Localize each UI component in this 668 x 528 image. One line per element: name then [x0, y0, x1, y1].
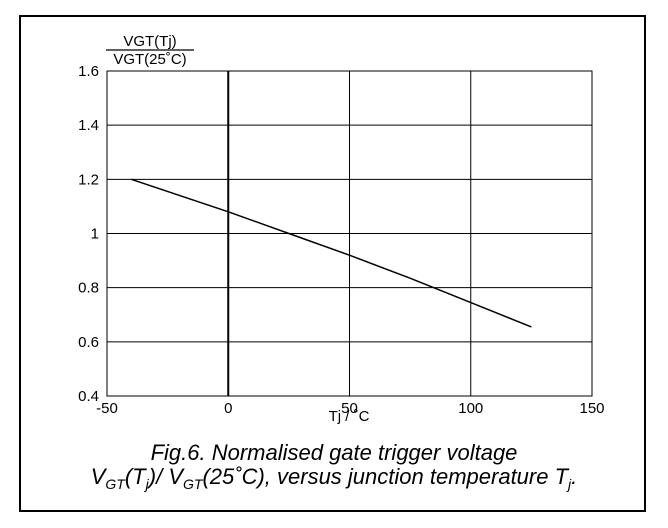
caption-t1-open: (T — [124, 464, 146, 489]
y-tick-label-1: 0.6 — [78, 334, 99, 351]
series-line-0 — [131, 178, 532, 328]
y-tick-label-3: 1 — [91, 226, 99, 243]
x-tick-label-1: 0 — [224, 400, 232, 417]
figure-frame — [19, 15, 646, 512]
figure-caption-line-2: VGT(Tj)/ VGT(25˚C), versus junction temp… — [0, 464, 668, 492]
caption-end: . — [571, 464, 578, 489]
caption-v2: V — [168, 464, 183, 489]
caption-v2-sub: GT — [183, 476, 203, 492]
y-tick-label-6: 1.6 — [78, 63, 99, 80]
caption-v1-sub: GT — [105, 476, 125, 492]
caption-v1: V — [90, 464, 106, 489]
x-tick-label-0: -50 — [96, 400, 118, 417]
x-axis-label: Tj / ˚C — [329, 408, 370, 425]
plot-area — [106, 70, 593, 397]
grid — [106, 70, 593, 397]
series-layer — [131, 178, 532, 328]
caption-mid: (25˚C), versus junction temperature T — [202, 464, 569, 489]
caption-t2-sub: j — [568, 476, 572, 492]
figure-caption-line-1: Fig.6. Normalised gate trigger voltage — [150, 440, 518, 465]
y-axis-label-numerator: VGT(Tj) — [123, 33, 176, 50]
y-tick-label-5: 1.4 — [78, 117, 99, 134]
x-tick-label-3: 100 — [458, 400, 483, 417]
line-chart: 0.4 0.6 0.8 1 1.2 1.4 1.6 -50 0 50 100 150 VGT(Tj)… — [78, 33, 604, 425]
x-tick-labels: -50 0 50 100 150 — [96, 400, 604, 417]
caption-t1-sub: j — [145, 476, 149, 492]
x-tick-label-4: 150 — [579, 400, 604, 417]
y-tick-label-0: 0.4 — [78, 388, 99, 405]
caption-t1-close: )/ — [148, 464, 169, 489]
y-tick-label-4: 1.2 — [78, 171, 99, 188]
y-tick-label-2: 0.8 — [78, 280, 99, 297]
x-tick-label-2: 50 — [341, 400, 358, 417]
y-tick-labels: 0.4 0.6 0.8 1 1.2 1.4 1.6 — [78, 63, 99, 405]
y-axis-label-denominator: VGT(25˚C) — [113, 51, 186, 68]
